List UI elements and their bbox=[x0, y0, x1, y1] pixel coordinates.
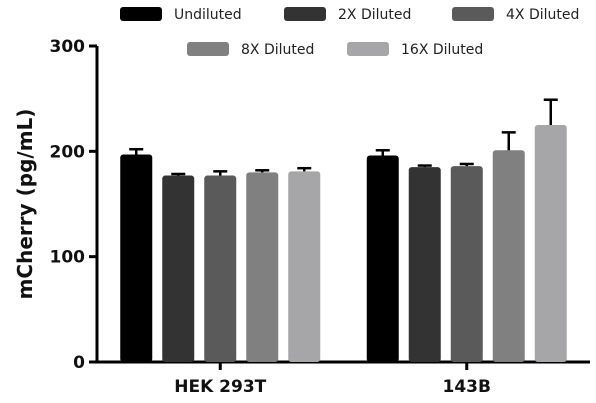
legend: Undiluted 2X Diluted 4X Diluted 8X Diluted 1… bbox=[120, 7, 579, 58]
legend-swatch bbox=[284, 7, 326, 21]
y-tick-label: 100 bbox=[50, 248, 86, 268]
legend-swatch bbox=[187, 42, 229, 56]
y-tick-label: 0 bbox=[73, 353, 85, 373]
x-tick-label: HEK 293T bbox=[174, 377, 266, 397]
x-tick-label: 143B bbox=[443, 377, 491, 397]
bar bbox=[450, 166, 483, 362]
bar bbox=[204, 175, 237, 362]
legend-label: 16X Diluted bbox=[401, 42, 483, 58]
bar bbox=[246, 172, 279, 362]
bar bbox=[492, 150, 525, 362]
legend-label: 4X Diluted bbox=[506, 7, 579, 23]
legend-swatch bbox=[452, 7, 494, 21]
bars bbox=[120, 125, 567, 362]
bar bbox=[534, 125, 567, 362]
legend-label: 2X Diluted bbox=[338, 7, 411, 23]
legend-label: 8X Diluted bbox=[241, 42, 314, 58]
bar bbox=[120, 154, 153, 362]
bar bbox=[408, 167, 441, 362]
legend-label: Undiluted bbox=[174, 7, 242, 23]
legend-swatch bbox=[120, 7, 162, 21]
y-axis-label: mCherry (pg/mL) bbox=[13, 109, 37, 300]
y-axis: 0 100 200 300 bbox=[50, 37, 99, 373]
bar bbox=[162, 175, 195, 362]
y-tick-label: 300 bbox=[50, 37, 86, 57]
error-bars bbox=[129, 98, 558, 176]
bar bbox=[366, 155, 399, 362]
y-tick-label: 200 bbox=[50, 142, 86, 162]
bar bbox=[288, 171, 321, 362]
legend-swatch bbox=[347, 42, 389, 56]
x-axis: HEK 293T 143B bbox=[95, 360, 590, 397]
